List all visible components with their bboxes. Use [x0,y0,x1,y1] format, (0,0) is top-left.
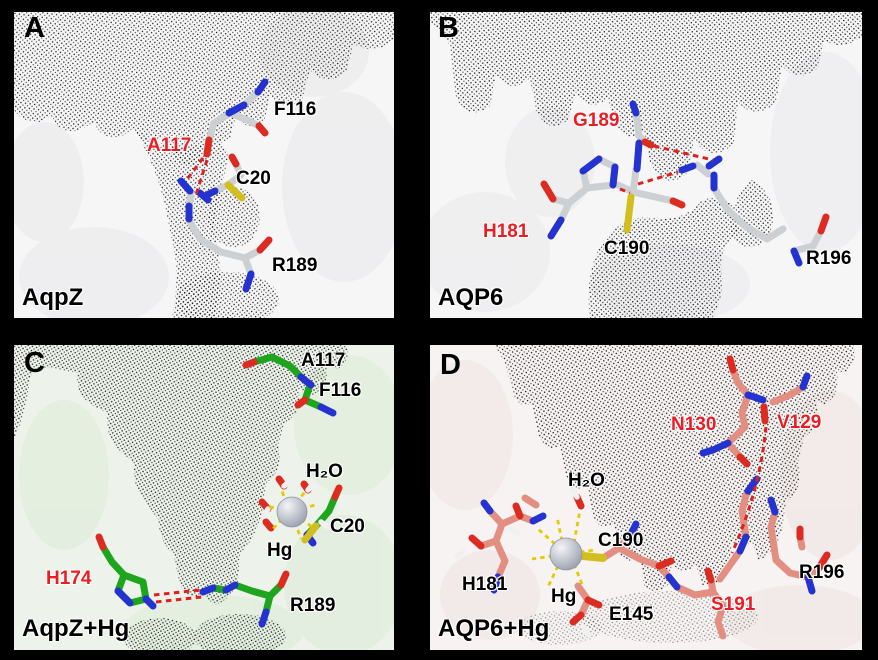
ribbon-background [430,360,862,650]
sulfur-sticks [301,522,320,544]
residue-label-e145: E145 [609,604,654,625]
residue-label-r196: R196 [806,248,852,269]
residue-label-r196: R196 [799,562,845,583]
mercury-atom [276,496,308,528]
nitrogen-sticks [480,372,816,595]
residue-label-h174: H174 [46,568,92,589]
hydrogen-bond-dashes [183,157,209,199]
water-label: H₂O [306,461,343,482]
water-label: H₂O [568,470,605,491]
oxygen-sticks [540,138,830,235]
panel-name-aqp6: AQP6 [438,284,504,311]
residue-label-f116: F116 [319,380,362,401]
panel-name-aqp6-hg: AQP6+Hg [438,615,550,642]
residue-label-a117: A117 [301,350,346,371]
mercury-label: Hg [551,586,577,607]
panel-letter: A [24,12,45,44]
molecule-art-aqp6-hg [430,345,862,650]
nitrogen-sticks [177,78,269,293]
molecule-art-aqp6 [430,12,862,318]
dot-surface [430,12,862,318]
residue-label-c20: C20 [236,168,271,189]
residue-label-f116: F116 [274,99,317,120]
dot-surface [14,345,348,650]
residue-label-h181: H181 [462,574,508,595]
hydrogen-sticks [261,478,331,530]
hydrogen-sticks [454,487,592,638]
oxygen-sticks [468,355,831,626]
panel-name-aqpz: AqpZ [22,284,84,311]
mercury-label: Hg [267,540,293,561]
panel-aqpz: A F116 A117 C20 R189 AqpZ [14,12,394,318]
residue-label-g189: G189 [573,110,620,131]
panel-aqpz-hg: C A117 F116 H₂O C20 Hg H174 R189 AqpZ+Hg [14,345,394,650]
sulfur-sticks [224,181,246,202]
hydrogen-bond-dashes [153,588,203,604]
nitrogen-sticks [547,100,803,267]
residue-label-n130: N130 [671,414,717,435]
panel-letter: D [440,349,461,381]
residue-label-v129: V129 [777,412,822,433]
sulfur-sticks [579,552,607,562]
residue-label-a117: A117 [147,135,192,156]
mercury-atom [549,537,583,571]
panel-letter: B [438,12,459,44]
molecule-art-aqpz [14,12,394,318]
residue-label-h181: H181 [483,221,529,242]
residue-label-r189: R189 [290,595,336,616]
panel-aqp6: B G189 H181 C190 R196 AQP6 [430,12,862,318]
mercury-coordination-dashes [531,509,596,590]
panel-name-aqpz-hg: AqpZ+Hg [22,615,130,642]
oxygen-sticks [203,122,273,254]
residue-label-c20: C20 [330,516,365,537]
hydrogen-bond-dashes [619,144,714,195]
hydrogen-bond-dashes [730,426,768,554]
dot-surface [14,12,394,318]
residue-label-c190: C190 [604,238,650,259]
sulfur-sticks [623,193,635,234]
residue-label-r189: R189 [272,255,318,276]
molecule-art-aqpz-hg [14,345,394,650]
panel-letter: C [24,347,45,379]
residue-label-s191: S191 [711,594,756,615]
panel-aqp6-hg: D N130 V129 H₂O C190 H181 Hg E145 S191 R… [430,345,862,650]
nitrogen-sticks [114,373,337,628]
residue-label-c190: C190 [598,530,644,551]
